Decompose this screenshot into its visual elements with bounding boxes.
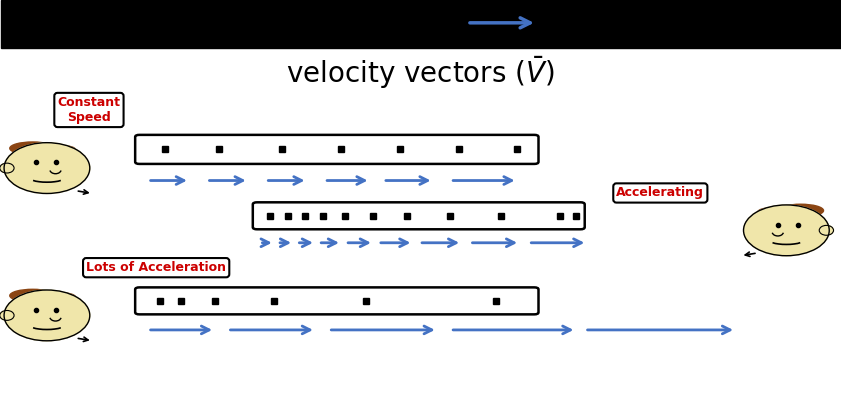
- Ellipse shape: [10, 142, 56, 155]
- Ellipse shape: [0, 310, 14, 320]
- Ellipse shape: [778, 204, 823, 217]
- Text: velocity vectors ($\bar{V}$): velocity vectors ($\bar{V}$): [287, 54, 555, 91]
- Ellipse shape: [10, 289, 56, 302]
- Ellipse shape: [47, 146, 76, 154]
- Text: Accelerating: Accelerating: [616, 186, 704, 200]
- Text: Lots of Acceleration: Lots of Acceleration: [86, 261, 226, 274]
- Ellipse shape: [4, 290, 90, 341]
- Ellipse shape: [0, 163, 14, 173]
- Ellipse shape: [819, 225, 833, 235]
- Ellipse shape: [758, 208, 786, 216]
- Ellipse shape: [743, 205, 829, 256]
- FancyBboxPatch shape: [253, 203, 584, 229]
- Ellipse shape: [4, 143, 90, 193]
- FancyBboxPatch shape: [135, 135, 538, 164]
- Ellipse shape: [47, 293, 76, 301]
- FancyBboxPatch shape: [135, 287, 538, 315]
- Bar: [1, 0, 841, 48]
- Text: Constant
Speed: Constant Speed: [57, 96, 120, 124]
